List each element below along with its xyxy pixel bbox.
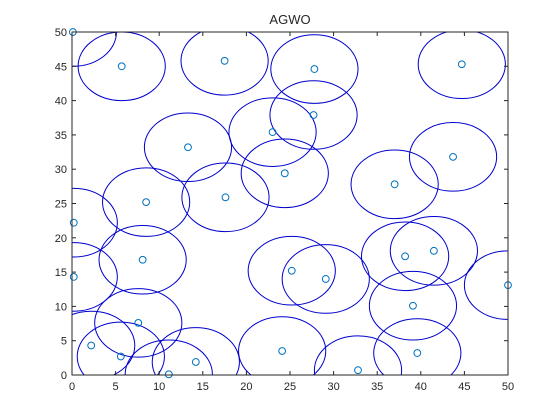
- coverage-circle: [72, 310, 136, 375]
- coverage-circle: [281, 244, 370, 314]
- x-tick-label: 35: [371, 381, 383, 393]
- coverage-circle: [247, 235, 336, 306]
- sensor-point: [268, 128, 277, 137]
- sensor-point: [401, 252, 410, 261]
- coverage-circle: [124, 339, 213, 375]
- sensor-point: [429, 246, 438, 255]
- y-tick-label: 30: [55, 164, 67, 176]
- sensor-point: [278, 347, 287, 355]
- x-tick-label: 0: [69, 381, 75, 393]
- x-tick-label: 5: [113, 381, 119, 393]
- x-tick-label: 30: [327, 381, 339, 393]
- sensor-point: [87, 341, 96, 350]
- sensor-point: [69, 273, 78, 281]
- x-tick-label: 50: [502, 381, 514, 393]
- sensor-point: [354, 366, 362, 375]
- x-axis: 0 5 10 15 20 25 30 35 40 45 50: [69, 32, 514, 393]
- sensor-point: [138, 255, 147, 264]
- sensor-point: [390, 180, 399, 189]
- coverage-circle: [313, 335, 403, 375]
- coverage-circle: [238, 316, 327, 375]
- sensor-point: [457, 60, 466, 69]
- plot-area-frame: [71, 31, 509, 376]
- sensor-point: [142, 198, 151, 207]
- coverage-circle: [98, 224, 187, 295]
- coverage-circle: [361, 221, 450, 292]
- coverage-circles: [72, 32, 508, 375]
- x-tick-label: 15: [197, 381, 209, 393]
- y-tick-label: 45: [55, 61, 67, 73]
- coverage-circle: [180, 32, 269, 96]
- coverage-circle: [373, 318, 462, 375]
- coverage-circle: [151, 327, 240, 375]
- y-tick-label: 20: [55, 233, 67, 245]
- coverage-circle: [72, 242, 118, 312]
- y-axis: 0 5 10 15 20 25 30 35 40 45 50: [55, 27, 508, 382]
- sensor-point: [134, 318, 143, 327]
- coverage-circle: [94, 288, 183, 358]
- y-tick-label: 10: [55, 301, 67, 313]
- sensor-point: [191, 358, 200, 366]
- y-tick-label: 15: [55, 267, 67, 279]
- sensor-point: [116, 352, 125, 361]
- sensor-point: [413, 349, 422, 357]
- coverage-circle: [228, 97, 317, 167]
- sensor-point: [184, 143, 192, 152]
- x-tick-label: 40: [415, 381, 427, 393]
- y-tick-label: 0: [61, 370, 67, 382]
- y-tick-label: 35: [55, 130, 67, 142]
- coverage-circle: [181, 162, 270, 233]
- sensor-point: [321, 275, 330, 283]
- y-tick-label: 5: [61, 336, 67, 348]
- x-tick-label: 20: [240, 381, 252, 393]
- sensor-point: [449, 152, 457, 161]
- y-tick-label: 25: [55, 199, 67, 211]
- sensor-points: [68, 28, 512, 379]
- sensor-point: [310, 65, 319, 73]
- coverage-circle: [270, 34, 359, 104]
- y-tick-label: 50: [55, 27, 67, 39]
- x-tick-label: 25: [284, 381, 296, 393]
- coverage-circle: [72, 187, 118, 258]
- coverage-circle: [408, 122, 498, 192]
- sensor-point: [309, 111, 318, 119]
- coverage-circle: [350, 149, 439, 220]
- sensor-point: [287, 266, 296, 275]
- coverage-circle: [72, 32, 117, 67]
- coverage-circle: [368, 270, 458, 341]
- coverage-circle: [240, 138, 329, 209]
- x-tick-label: 45: [458, 381, 470, 393]
- sensor-point: [69, 218, 78, 227]
- x-tick-label: 10: [153, 381, 165, 393]
- coverage-circle: [389, 216, 478, 286]
- coverage-circle: [417, 32, 506, 100]
- coverage-circle: [143, 112, 233, 183]
- sensor-point: [409, 301, 417, 310]
- coverage-circle: [77, 32, 166, 102]
- sensor-point: [221, 193, 230, 202]
- sensor-point: [220, 56, 229, 65]
- coverage-circle: [76, 321, 165, 375]
- coverage-circle: [102, 167, 191, 237]
- y-tick-label: 40: [55, 96, 67, 108]
- chart-title: AGWO: [269, 12, 310, 27]
- sensor-point: [164, 370, 173, 379]
- sensor-point: [117, 62, 126, 71]
- coverage-circle: [269, 80, 358, 150]
- sensor-point: [280, 169, 289, 178]
